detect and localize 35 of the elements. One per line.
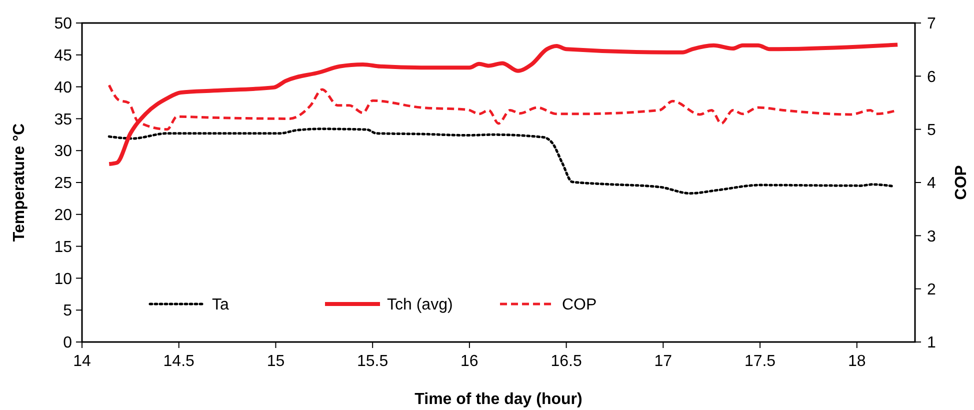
y-tick-label: 40 (54, 79, 72, 96)
y2-tick-label: 4 (927, 175, 936, 192)
line-series (108, 128, 895, 195)
legend-label: Tch (avg) (387, 296, 453, 314)
y2-tick-label: 7 (927, 16, 936, 33)
legend-label: Ta (212, 296, 229, 314)
y-tick-label: 50 (54, 16, 72, 33)
y2-tick-label: 2 (927, 281, 936, 298)
y2-axis-title: COP (953, 164, 970, 200)
y2-tick-label: 5 (927, 122, 936, 139)
y-tick-label: 45 (54, 48, 72, 64)
x-tick-label: 16.5 (550, 353, 582, 370)
y-tick-label: 10 (54, 270, 72, 288)
x-tick-label: 15 (266, 353, 285, 370)
x-tick-label: 14.5 (163, 353, 195, 370)
x-tick-label: 18 (848, 353, 866, 370)
y-tick-label: 15 (54, 238, 72, 256)
x-tick-label: 15.5 (357, 353, 388, 370)
y-tick-label: 25 (54, 175, 72, 192)
x-tick-label: 16 (460, 353, 478, 370)
y2-tick-label: 3 (927, 228, 936, 246)
y-axis-title: Temperature °C (11, 122, 28, 242)
x-tick-label: 14 (73, 353, 91, 370)
x-tick-label: 17.5 (744, 353, 776, 370)
x-tick-label: 17 (654, 353, 672, 370)
y-tick-label: 0 (63, 334, 72, 352)
y-tick-label: 30 (54, 143, 72, 160)
y-tick-label: 5 (63, 302, 72, 320)
legend-label: COP (562, 296, 597, 314)
y-tick-label: 20 (54, 207, 72, 224)
line-series (107, 42, 900, 166)
x-axis-title: Time of the day (hour) (414, 391, 582, 408)
y2-tick-label: 1 (927, 334, 936, 352)
y2-tick-label: 6 (927, 68, 936, 86)
y-tick-label: 35 (54, 111, 72, 128)
